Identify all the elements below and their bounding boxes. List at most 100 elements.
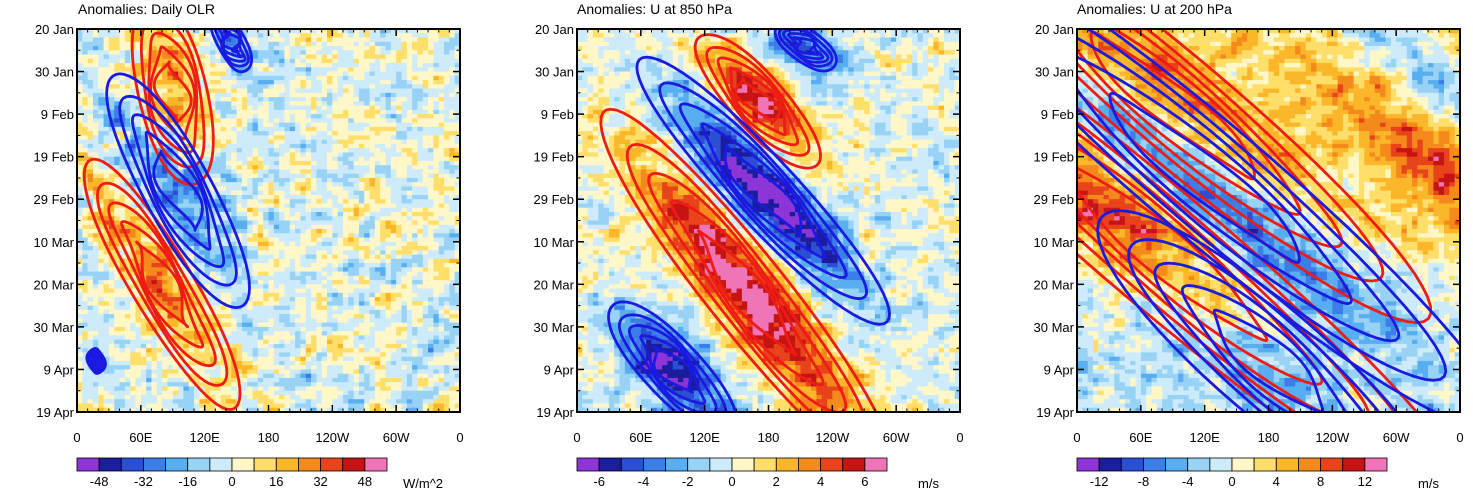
- field-cell: [119, 207, 126, 213]
- field-cell: [215, 305, 222, 311]
- field-cell: [87, 152, 94, 158]
- field-cell: [225, 114, 232, 119]
- field-cell: [162, 292, 169, 298]
- field-cell: [380, 37, 387, 43]
- field-cell: [114, 63, 121, 68]
- field-cell: [252, 29, 259, 34]
- field-cell: [401, 309, 408, 315]
- field-cell: [353, 280, 360, 285]
- field-cell: [103, 237, 110, 243]
- field-cell: [284, 80, 291, 85]
- field-cell: [108, 271, 115, 277]
- field-cell: [87, 97, 94, 102]
- field-cell: [348, 241, 355, 247]
- field-cell: [321, 233, 328, 239]
- field-cell: [385, 169, 392, 175]
- field-cell: [401, 267, 408, 273]
- field-cell: [396, 88, 403, 94]
- field-cell: [380, 271, 387, 277]
- field-cell: [130, 139, 137, 145]
- field-cell: [316, 288, 323, 294]
- field-cell: [417, 71, 424, 77]
- field-cell: [295, 160, 302, 166]
- field-cell: [178, 92, 184, 98]
- field-cell: [167, 186, 174, 192]
- field-cell: [433, 314, 440, 319]
- field-cell: [385, 233, 392, 239]
- field-cell: [209, 314, 216, 319]
- field-cell: [438, 63, 445, 68]
- field-cell: [108, 143, 115, 149]
- field-cell: [316, 301, 323, 307]
- field-cell: [252, 63, 259, 68]
- field-cell: [454, 220, 460, 226]
- field-cell: [321, 203, 328, 209]
- field-cell: [77, 211, 83, 217]
- field-cell: [252, 220, 259, 226]
- field-cell: [449, 275, 456, 281]
- field-cell: [449, 203, 456, 209]
- field-cell: [358, 58, 365, 64]
- field-cell: [316, 84, 323, 90]
- field-cell: [401, 67, 408, 73]
- field-cell: [364, 143, 371, 149]
- field-cell: [236, 122, 243, 128]
- field-cell: [305, 101, 312, 107]
- field-cell: [241, 160, 248, 166]
- field-cell: [220, 229, 227, 234]
- field-cell: [406, 263, 413, 268]
- field-cell: [178, 160, 184, 166]
- field-cell: [124, 118, 131, 124]
- field-cell: [449, 33, 456, 39]
- field-cell: [215, 254, 222, 260]
- field-cell: [236, 126, 243, 132]
- field-cell: [380, 54, 387, 60]
- field-cell: [358, 29, 365, 34]
- field-cell: [151, 114, 158, 119]
- field-cell: [236, 203, 243, 209]
- field-cell: [433, 224, 440, 230]
- field-cell: [305, 292, 312, 298]
- field-cell: [311, 280, 317, 285]
- field-cell: [257, 173, 264, 179]
- field-cell: [406, 241, 413, 247]
- field-cell: [348, 263, 355, 268]
- field-cell: [199, 216, 206, 222]
- field-cell: [82, 322, 89, 328]
- field-cell: [225, 118, 232, 124]
- field-cell: [385, 267, 392, 273]
- field-cell: [279, 58, 286, 64]
- field-cell: [273, 241, 280, 247]
- field-cell: [103, 292, 110, 298]
- field-cell: [428, 241, 434, 247]
- field-cell: [236, 263, 243, 268]
- field-cell: [353, 84, 360, 90]
- field-cell: [374, 271, 381, 277]
- field-cell: [194, 263, 200, 268]
- field-cell: [337, 37, 344, 43]
- field-cell: [449, 165, 456, 171]
- field-cell: [82, 75, 89, 81]
- field-cell: [252, 237, 259, 243]
- field-cell: [289, 109, 296, 115]
- field-cell: [273, 148, 280, 154]
- field-cell: [321, 280, 328, 285]
- field-cell: [380, 143, 387, 149]
- field-cell: [87, 143, 94, 149]
- field-cell: [252, 139, 259, 145]
- field-cell: [135, 156, 142, 162]
- field-cell: [422, 267, 429, 273]
- field-cell: [172, 199, 179, 205]
- field-cell: [87, 50, 94, 56]
- field-cell: [311, 50, 317, 56]
- field-cell: [130, 224, 137, 230]
- field-cell: [332, 41, 339, 47]
- field-cell: [108, 50, 115, 56]
- field-cell: [124, 29, 131, 34]
- field-cell: [385, 237, 392, 243]
- field-cell: [369, 131, 376, 136]
- field-cell: [449, 318, 456, 324]
- field-cell: [406, 41, 413, 47]
- field-cell: [220, 267, 227, 273]
- field-cell: [231, 237, 238, 243]
